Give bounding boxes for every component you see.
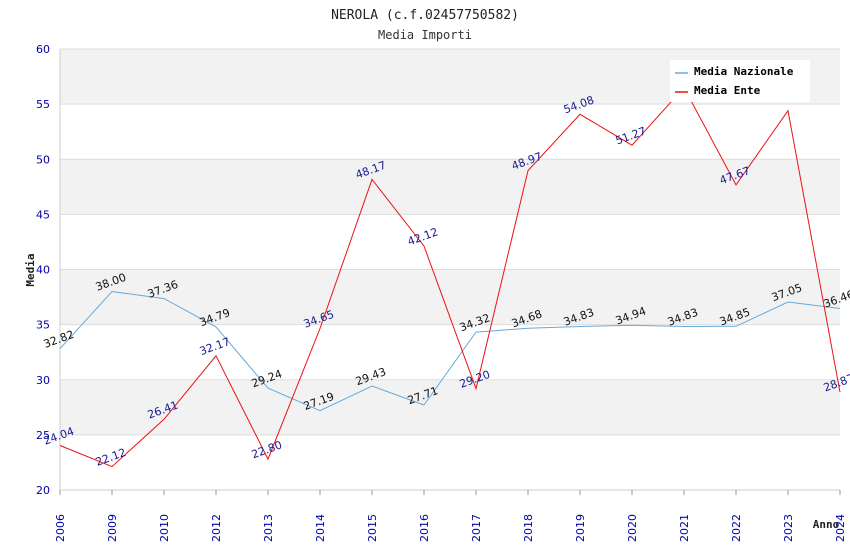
x-tick-label: 2015 xyxy=(366,514,379,542)
plot-background xyxy=(59,48,841,495)
legend-box xyxy=(670,60,810,102)
x-tick-label: 2024 xyxy=(834,514,847,542)
x-tick-label: 2006 xyxy=(54,514,67,542)
series-line-nazionale xyxy=(59,290,841,412)
x-tick-label: 2020 xyxy=(626,514,639,542)
x-tick-label: 2019 xyxy=(574,514,587,542)
grid-band xyxy=(60,214,840,270)
chart-subtitle: Media Importi xyxy=(378,28,472,42)
grid-band xyxy=(60,159,840,215)
x-tick-label: 2012 xyxy=(210,514,223,542)
x-tick-label: 2009 xyxy=(106,514,119,542)
y-tick-label: 30 xyxy=(36,374,50,387)
y-axis: 20 25 30 35 40 45 50 55 60 xyxy=(36,43,50,497)
x-tick-label: 2022 xyxy=(730,514,743,542)
x-tick-label: 2010 xyxy=(158,514,171,542)
chart-title: NEROLA (c.f.02457750582) xyxy=(331,8,519,23)
y-tick-label: 20 xyxy=(36,484,50,497)
grid-band xyxy=(60,269,840,325)
x-tick-label: 2018 xyxy=(522,514,535,542)
grid-band xyxy=(60,434,840,490)
grid-band xyxy=(60,324,840,380)
x-tick-label: 2016 xyxy=(418,514,431,542)
y-axis-label: Media xyxy=(24,253,37,286)
y-tick-label: 40 xyxy=(36,264,50,277)
series-lines xyxy=(59,86,841,468)
y-tick-label: 25 xyxy=(36,429,50,442)
x-tick-label: 2021 xyxy=(678,514,691,542)
x-axis: 2006 2009 2010 2012 2013 2014 2015 2016 2017 2018… xyxy=(54,514,847,542)
y-tick-label: 55 xyxy=(36,98,50,111)
x-tick-label: 2013 xyxy=(262,514,275,542)
legend: Media Nazionale Media Ente xyxy=(670,60,810,102)
x-axis-label: Anno xyxy=(813,518,840,531)
x-tick-label: 2014 xyxy=(314,514,327,542)
y-tick-label: 60 xyxy=(36,43,50,56)
y-tick-label: 35 xyxy=(36,319,50,332)
x-tick-label: 2023 xyxy=(782,514,795,542)
x-tick-label: 2017 xyxy=(470,514,483,542)
legend-label-nazionale: Media Nazionale xyxy=(694,65,794,78)
legend-label-ente: Media Ente xyxy=(694,84,761,97)
grid-band xyxy=(60,104,840,160)
y-tick-label: 50 xyxy=(36,153,50,166)
grid-band xyxy=(60,379,840,435)
series-line-ente xyxy=(59,86,841,468)
y-tick-label: 45 xyxy=(36,208,50,221)
